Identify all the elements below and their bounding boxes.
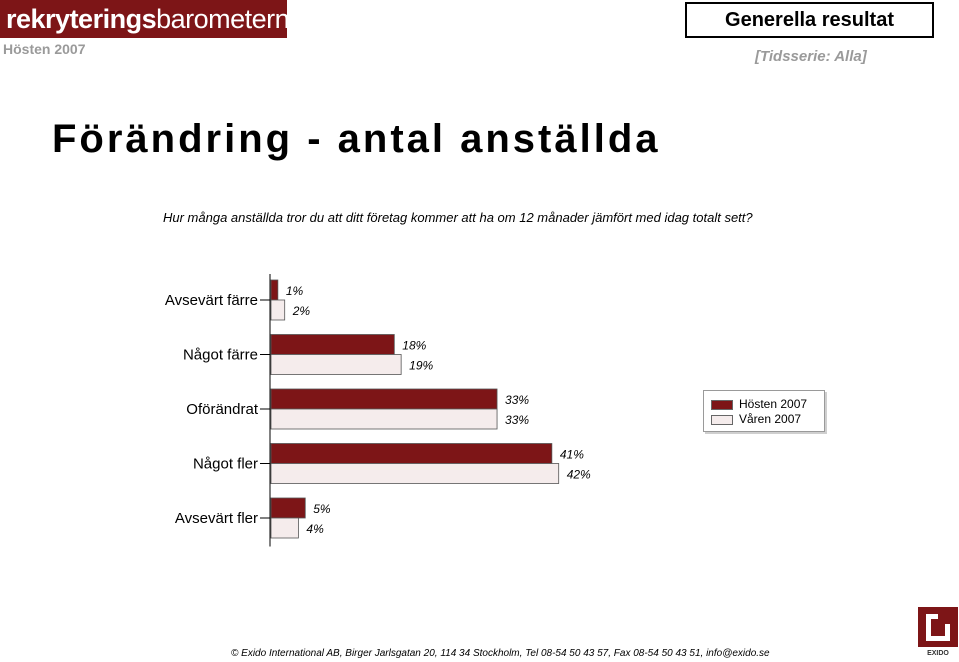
chart-legend: Hösten 2007 Våren 2007 — [703, 390, 825, 432]
category-label: Avsevärt fler — [175, 510, 258, 527]
logo-main-text: rekryterings — [6, 4, 157, 34]
survey-question: Hur många anställda tror du att ditt för… — [163, 210, 753, 225]
data-label: 19% — [409, 359, 433, 373]
bar-hosten — [270, 497, 306, 519]
page-title: Förändring - antal anställda — [52, 117, 661, 161]
logo-thin-text: barometern — [156, 4, 290, 34]
exido-logo-text: EXIDO — [927, 650, 949, 657]
bar-varen — [270, 354, 402, 375]
category-label: Något fler — [193, 456, 258, 473]
legend-item-hosten: Hösten 2007 — [711, 397, 807, 411]
legend-swatch-hosten — [711, 399, 733, 410]
data-label: 1% — [286, 284, 304, 298]
legend-swatch-varen — [711, 414, 733, 425]
bar-chart: Avsevärt färre 1% 2% Något färre 18% 19% Oförä… — [165, 274, 591, 547]
data-label: 18% — [402, 339, 426, 353]
bar-hosten — [270, 334, 395, 355]
bar-varen — [270, 463, 560, 484]
season-label: Hösten 2007 — [3, 41, 86, 57]
bar-varen — [270, 408, 498, 430]
data-label: 42% — [567, 468, 591, 482]
bar-hosten — [270, 443, 553, 464]
data-label: 2% — [292, 304, 311, 318]
category-label: Avsevärt färre — [165, 292, 258, 309]
rekryteringsbarometern-logo: rekryteringsbarometern — [0, 0, 290, 38]
legend-item-varen: Våren 2007 — [711, 412, 801, 426]
exido-logo: EXIDO — [918, 607, 958, 657]
data-label: 41% — [560, 448, 584, 462]
bar-hosten — [270, 388, 498, 410]
legend-label-hosten: Hösten 2007 — [739, 397, 808, 411]
category-label: Oförändrat — [186, 401, 259, 418]
legend-label-varen: Våren 2007 — [739, 412, 802, 426]
data-label: 4% — [306, 522, 324, 536]
category-label: Något färre — [183, 347, 258, 364]
data-label: 5% — [313, 502, 331, 516]
bar-varen — [270, 299, 286, 321]
section-title: Generella resultat — [685, 2, 934, 38]
data-label: 33% — [505, 393, 529, 407]
footer-contact: © Exido International AB, Birger Jarlsga… — [231, 648, 770, 659]
data-label: 33% — [505, 413, 529, 427]
bar-hosten — [270, 279, 279, 301]
bar-varen — [270, 517, 299, 539]
timeseries-label: [Tidsserie: Alla] — [755, 48, 867, 65]
